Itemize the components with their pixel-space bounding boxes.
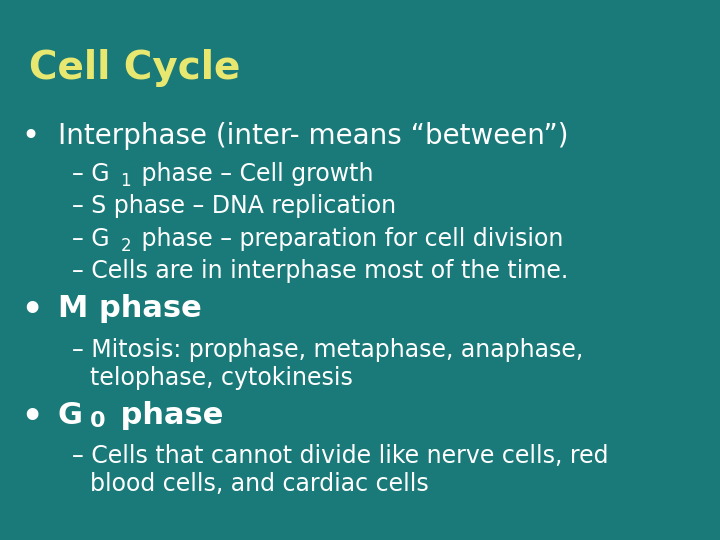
Text: phase: phase — [110, 401, 223, 430]
Text: blood cells, and cardiac cells: blood cells, and cardiac cells — [90, 472, 428, 496]
Text: 2: 2 — [120, 237, 131, 254]
Text: 0: 0 — [90, 411, 106, 431]
Text: – Cells that cannot divide like nerve cells, red: – Cells that cannot divide like nerve ce… — [72, 444, 608, 468]
Text: •: • — [22, 401, 43, 434]
Text: – G: – G — [72, 227, 109, 251]
Text: Interphase (inter- means “between”): Interphase (inter- means “between”) — [58, 122, 568, 150]
Text: phase – preparation for cell division: phase – preparation for cell division — [134, 227, 564, 251]
Text: G: G — [58, 401, 83, 430]
Text: 1: 1 — [120, 172, 131, 190]
Text: •: • — [22, 122, 40, 151]
Text: – S phase – DNA replication: – S phase – DNA replication — [72, 194, 396, 218]
Text: phase – Cell growth: phase – Cell growth — [134, 162, 374, 186]
Text: •: • — [22, 294, 43, 327]
Text: – Cells are in interphase most of the time.: – Cells are in interphase most of the ti… — [72, 259, 568, 283]
Text: – G: – G — [72, 162, 109, 186]
Text: – Mitosis: prophase, metaphase, anaphase,: – Mitosis: prophase, metaphase, anaphase… — [72, 338, 583, 361]
Text: Cell Cycle: Cell Cycle — [29, 49, 240, 86]
Text: M phase: M phase — [58, 294, 202, 323]
Text: telophase, cytokinesis: telophase, cytokinesis — [90, 366, 353, 389]
